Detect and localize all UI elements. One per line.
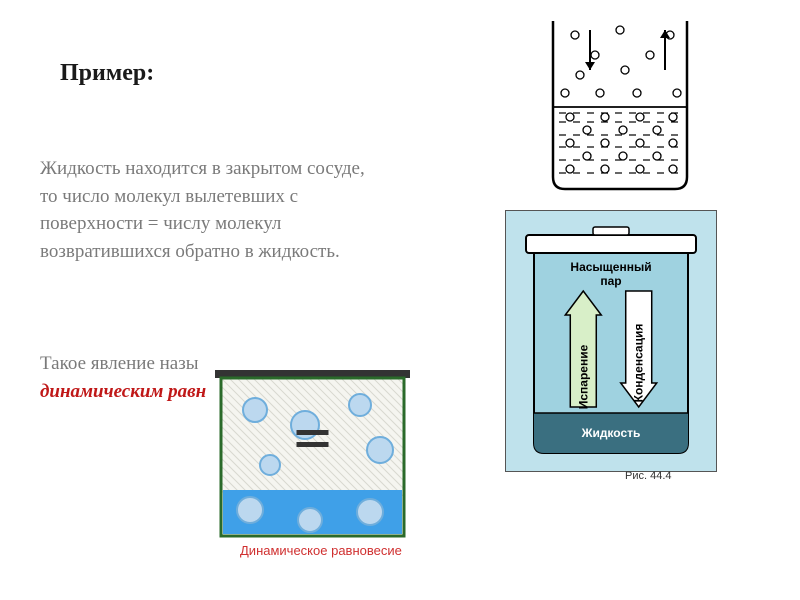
svg-text:Жидкость: Жидкость xyxy=(581,426,641,440)
dynamic-equilibrium-box-icon xyxy=(215,370,410,540)
saturated-vapor-jar-icon: НасыщенныйпарИспарениеКонденсацияЖидкост… xyxy=(505,210,717,472)
paragraph-description: Жидкость находится в закрытом сосуде, то… xyxy=(40,155,380,265)
svg-text:Испарение: Испарение xyxy=(576,344,590,409)
para2-emphasis: динамическим равн xyxy=(40,381,206,402)
slide-title: Пример: xyxy=(60,60,154,87)
fig2-caption: Рис. 44.4 xyxy=(625,470,672,482)
para2-plain: Такое явление назы xyxy=(40,353,199,374)
svg-text:Конденсация: Конденсация xyxy=(632,324,646,403)
vessel-diagram-icon xyxy=(545,15,695,195)
fig3-caption: Динамическое равновесие xyxy=(240,543,402,558)
